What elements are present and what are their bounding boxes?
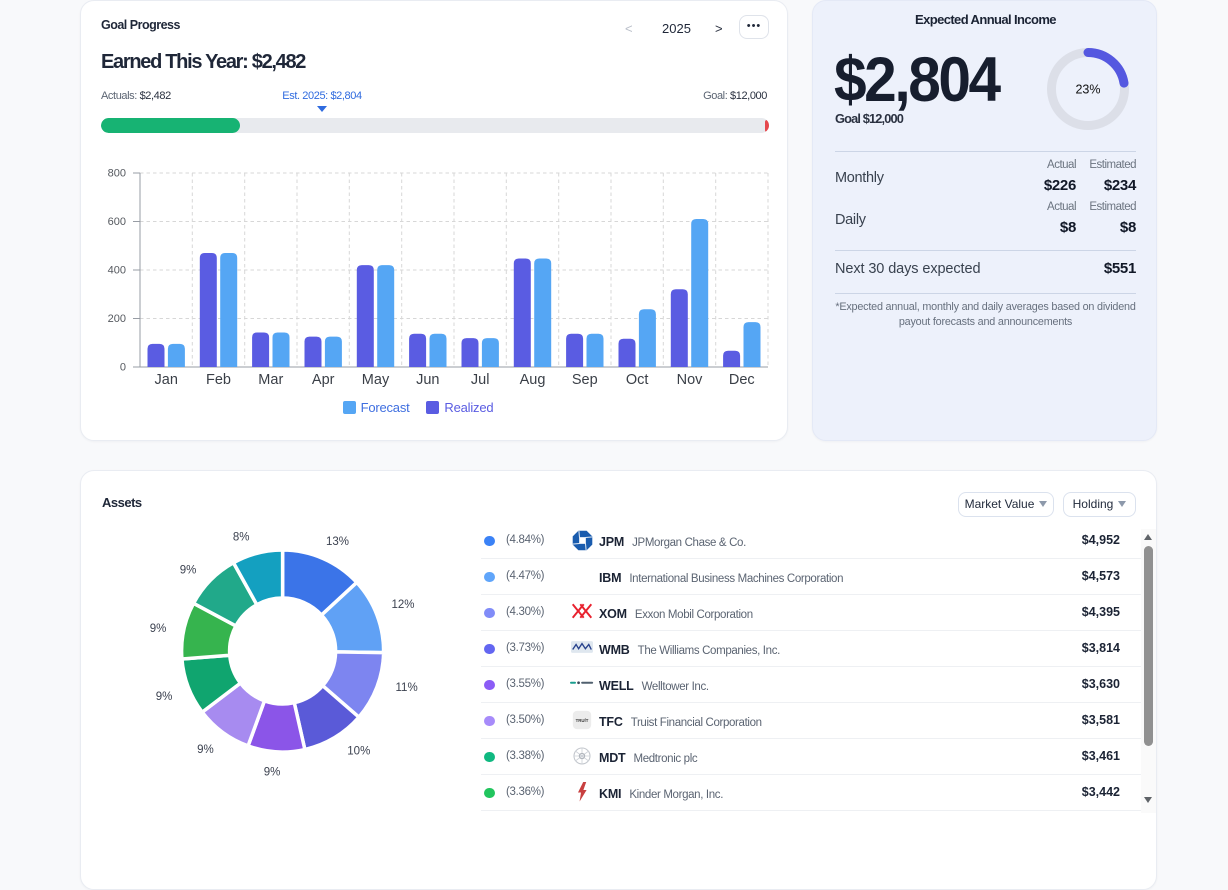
- svg-text:0: 0: [120, 362, 126, 374]
- svg-text:Jun: Jun: [416, 372, 439, 388]
- svg-text:10%: 10%: [347, 746, 370, 758]
- svg-text:9%: 9%: [180, 564, 197, 576]
- svg-text:800: 800: [108, 168, 126, 180]
- svg-text:Sep: Sep: [572, 372, 598, 388]
- svg-text:May: May: [362, 372, 390, 388]
- svg-text:TRUſT: TRUſT: [576, 718, 589, 723]
- svg-text:12%: 12%: [391, 599, 414, 611]
- svg-text:13%: 13%: [326, 536, 349, 548]
- svg-text:9%: 9%: [156, 691, 173, 703]
- svg-text:600: 600: [108, 216, 126, 228]
- svg-text:8%: 8%: [233, 532, 250, 544]
- svg-text:Feb: Feb: [206, 372, 231, 388]
- svg-text:Mar: Mar: [258, 372, 283, 388]
- svg-text:Nov: Nov: [677, 372, 704, 388]
- svg-text:9%: 9%: [197, 744, 214, 756]
- svg-text:200: 200: [108, 313, 126, 325]
- svg-text:Jan: Jan: [155, 372, 178, 388]
- svg-text:23%: 23%: [1075, 83, 1100, 97]
- svg-text:11%: 11%: [396, 682, 418, 694]
- svg-text:Dec: Dec: [729, 372, 755, 388]
- svg-text:Aug: Aug: [520, 372, 546, 388]
- svg-text:Apr: Apr: [312, 372, 335, 388]
- svg-text:Jul: Jul: [471, 372, 490, 388]
- svg-text:9%: 9%: [150, 623, 167, 635]
- svg-text:Oct: Oct: [626, 372, 649, 388]
- svg-text:400: 400: [108, 265, 126, 277]
- svg-text:9%: 9%: [264, 766, 281, 778]
